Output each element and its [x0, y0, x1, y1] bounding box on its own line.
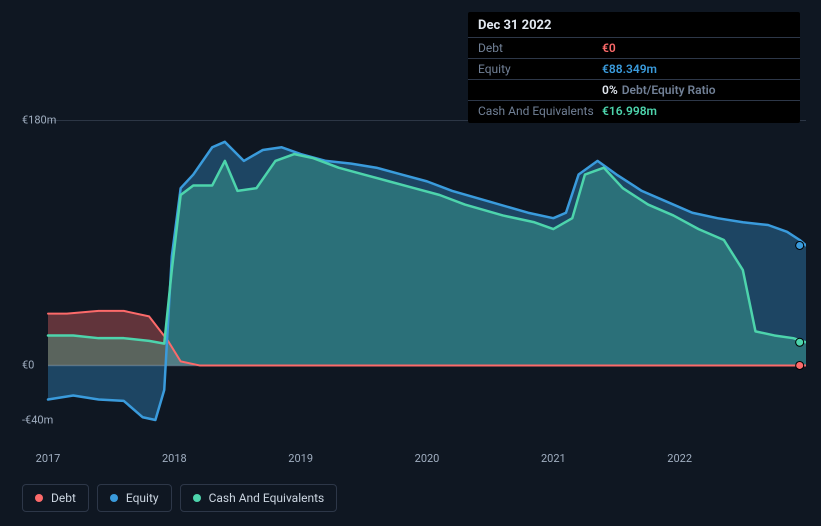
tooltip-value: €16.998m — [602, 104, 657, 118]
x-tick: 2020 — [415, 452, 440, 465]
x-axis: 2017 2018 2019 2020 2021 2022 — [18, 452, 806, 468]
tooltip-label — [478, 83, 602, 97]
legend-item[interactable]: Cash And Equivalents — [180, 484, 338, 512]
y-tick: -€40m — [22, 414, 53, 427]
x-tick: 2021 — [541, 452, 566, 465]
x-tick: 2017 — [36, 452, 61, 465]
tooltip-row-cash: Cash And Equivalents €16.998m — [468, 100, 800, 121]
tooltip-row-equity: Equity €88.349m — [468, 58, 800, 79]
tooltip-date: Dec 31 2022 — [468, 12, 800, 37]
tooltip-label: Equity — [478, 62, 602, 76]
tooltip-value: €88.349m — [602, 62, 657, 76]
legend-item[interactable]: Equity — [97, 484, 172, 512]
tooltip: Dec 31 2022 Debt €0 Equity €88.349m 0% D… — [468, 12, 800, 123]
tooltip-extra: Debt/Equity Ratio — [622, 83, 716, 97]
tooltip-row-ratio: 0% Debt/Equity Ratio — [468, 79, 800, 100]
tooltip-value: €0 — [602, 41, 616, 55]
tooltip-row-debt: Debt €0 — [468, 37, 800, 58]
chart-area[interactable]: €180m€0-€40m — [18, 120, 806, 450]
legend-item[interactable]: Debt — [22, 484, 89, 512]
legend-label: Cash And Equivalents — [209, 491, 325, 505]
legend: Debt Equity Cash And Equivalents — [22, 484, 337, 512]
y-tick: €0 — [22, 359, 34, 372]
tooltip-label: Cash And Equivalents — [478, 104, 602, 118]
chart-svg — [18, 120, 806, 440]
legend-dot-icon — [193, 494, 201, 502]
legend-dot-icon — [110, 494, 118, 502]
tooltip-value: 0% — [602, 83, 618, 97]
legend-label: Debt — [51, 491, 76, 505]
y-tick: €180m — [22, 114, 56, 127]
x-tick: 2019 — [288, 452, 313, 465]
legend-label: Equity — [126, 491, 159, 505]
x-tick: 2022 — [667, 452, 692, 465]
legend-dot-icon — [35, 494, 43, 502]
tooltip-label: Debt — [478, 41, 602, 55]
x-tick: 2018 — [162, 452, 187, 465]
